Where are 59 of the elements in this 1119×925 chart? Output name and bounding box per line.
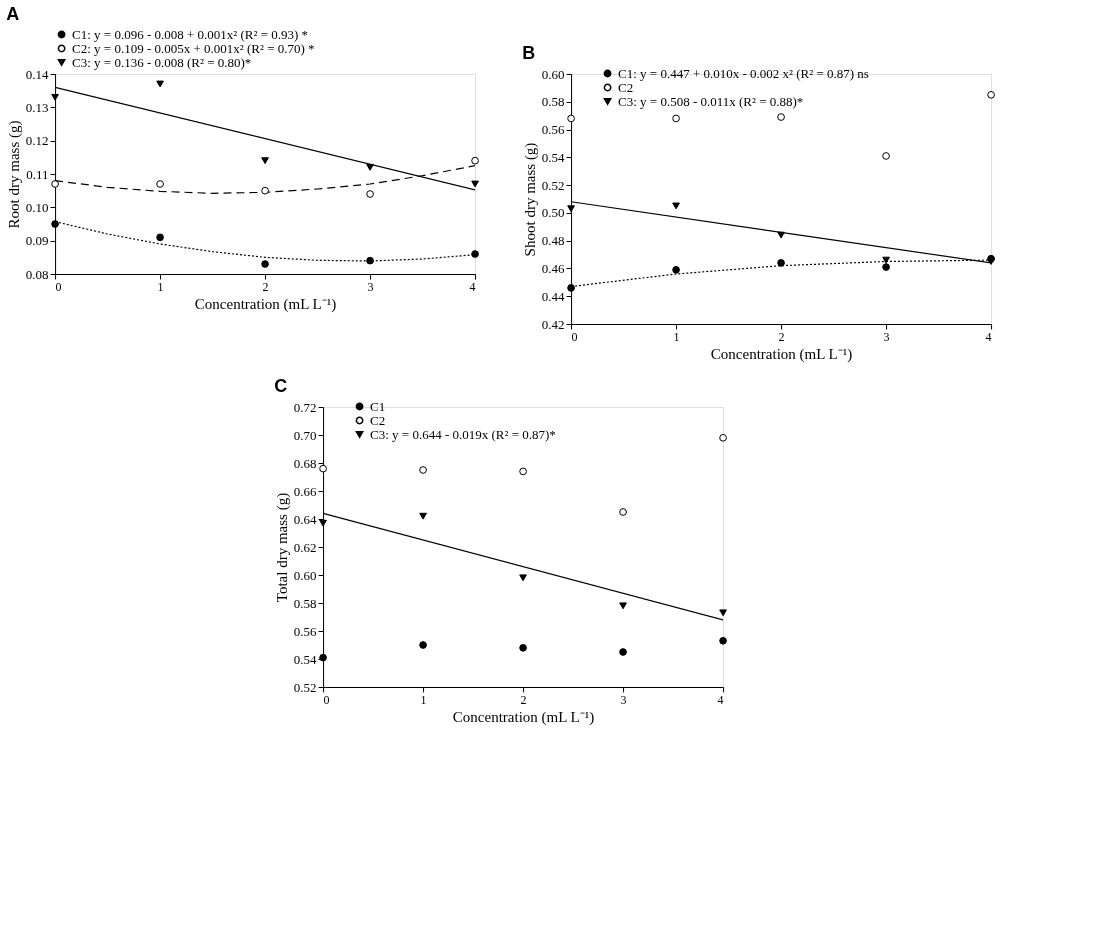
x-tick-label: 4 [717, 692, 724, 707]
x-tick-label: 0 [323, 692, 330, 707]
y-axis-title: Shoot dry mass (g) [521, 142, 539, 257]
y-tick-label: 0.14 [25, 66, 50, 82]
y-tick-label: 0.11 [26, 166, 49, 182]
legend-label: C2 [618, 79, 634, 95]
y-tick-label: 0.10 [25, 199, 49, 215]
y-tick-label: 0.12 [25, 133, 49, 149]
y-tick-label: 0.66 [293, 483, 318, 499]
x-tick-label: 3 [620, 692, 627, 707]
x-tick-label: 3 [367, 279, 374, 294]
chart-title: C [274, 376, 288, 396]
x-tick-label: 0 [55, 279, 62, 294]
y-tick-label: 0.60 [293, 567, 317, 583]
x-tick-label: 3 [883, 329, 890, 344]
y-tick-label: 0.42 [541, 316, 565, 332]
chart-title: A [6, 4, 20, 24]
x-tick-label: 1 [157, 279, 164, 294]
y-tick-label: 0.44 [541, 288, 566, 304]
x-tick-label: 2 [778, 329, 785, 344]
y-tick-label: 0.62 [293, 539, 317, 555]
x-tick-label: 4 [985, 329, 992, 344]
y-axis-title: Total dry mass (g) [273, 492, 291, 603]
y-tick-label: 0.70 [293, 427, 317, 443]
x-tick-label: 2 [262, 279, 269, 294]
y-tick-label: 0.08 [25, 266, 49, 282]
y-tick-label: 0.56 [541, 122, 566, 138]
y-tick-label: 0.60 [541, 66, 565, 82]
x-tick-label: 1 [673, 329, 680, 344]
y-tick-label: 0.13 [25, 99, 49, 115]
x-axis-title: Concentration (mL L⁻¹) [194, 295, 337, 313]
legend-label: C3: y = 0.644 - 0.019x (R² = 0.87)* [370, 426, 556, 442]
x-tick-label: 0 [571, 329, 578, 344]
legend-label: C1: y = 0.096 - 0.008 + 0.001x² (R² = 0.93) * [72, 26, 309, 42]
y-tick-label: 0.09 [25, 233, 49, 249]
y-tick-label: 0.72 [293, 399, 317, 415]
y-tick-label: 0.56 [293, 623, 318, 639]
legend-label: C2 [370, 412, 386, 428]
y-tick-label: 0.54 [293, 651, 318, 667]
x-tick-label: 1 [420, 692, 427, 707]
x-tick-label: 2 [520, 692, 527, 707]
legend-label: C3: y = 0.508 - 0.011x (R² = 0.88)* [618, 93, 804, 109]
chart-title: B [522, 43, 536, 63]
y-tick-label: 0.68 [293, 455, 317, 471]
x-tick-label: 4 [469, 279, 476, 294]
legend-label: C1: y = 0.447 + 0.010x - 0.002 x² (R² = 0.87) ns [618, 65, 869, 81]
y-tick-label: 0.58 [293, 595, 317, 611]
y-tick-label: 0.52 [293, 679, 317, 695]
y-tick-label: 0.52 [541, 177, 565, 193]
x-axis-title: Concentration (mL L⁻¹) [452, 708, 595, 726]
y-tick-label: 0.50 [541, 205, 565, 221]
x-axis-title: Concentration (mL L⁻¹) [710, 345, 853, 363]
y-tick-label: 0.48 [541, 233, 565, 249]
y-axis-title: Root dry mass (g) [5, 120, 23, 229]
y-tick-label: 0.58 [541, 94, 565, 110]
legend-label: C1 [370, 398, 386, 414]
y-tick-label: 0.64 [293, 511, 318, 527]
y-tick-label: 0.46 [541, 260, 566, 276]
y-tick-label: 0.54 [541, 149, 566, 165]
